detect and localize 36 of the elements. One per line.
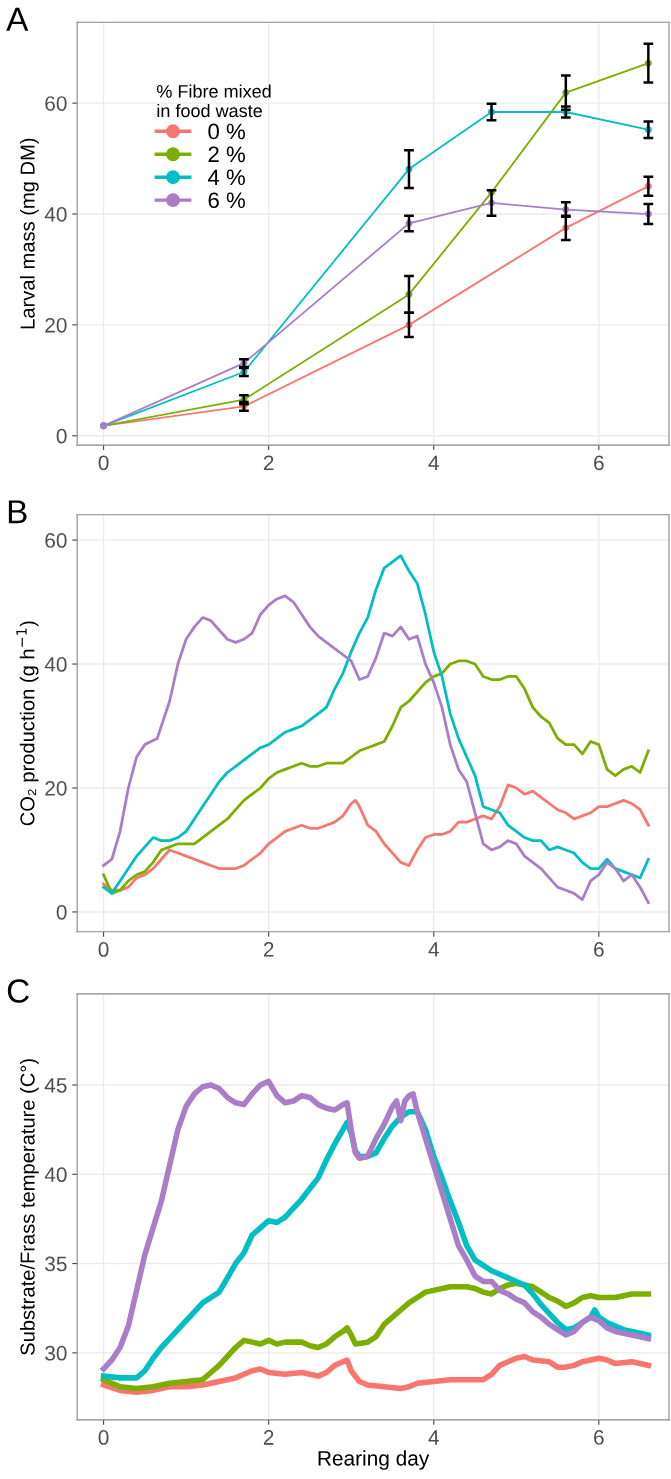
chart-title: C [7, 979, 29, 1003]
legend-title: % Fibre mixed in food waste [156, 84, 271, 118]
y-tick-label: 40 [44, 1167, 67, 1183]
y-tick-label: 60 [45, 533, 67, 548]
x-tick-label: 2 [263, 1430, 274, 1445]
chart-title: A [6, 7, 29, 31]
legend-label: 2 % [208, 146, 245, 163]
chart-title: B [8, 500, 27, 524]
y-tick-label: 0 [56, 428, 67, 444]
legend-label: 6 % [208, 192, 245, 209]
x-tick-label: 6 [594, 455, 604, 471]
x-axis-title: Rearing day [318, 1450, 430, 1470]
x-tick-label: 6 [594, 1430, 604, 1445]
y-tick-label: 30 [45, 1345, 67, 1361]
x-tick-label: 2 [263, 942, 274, 957]
y-axis-title: CO₂ production (g h$^{−1}$) [16, 621, 39, 826]
x-tick-label: 0 [98, 455, 109, 471]
y-axis-title: Larval mass (mg DM) [19, 138, 39, 329]
x-tick-label: 0 [98, 942, 109, 957]
legend-label: 4 % [207, 169, 245, 186]
x-tick-label: 4 [428, 1430, 439, 1445]
y-tick-label: 60 [45, 96, 67, 111]
y-tick-label: 0 [56, 904, 67, 920]
x-tick-label: 4 [428, 942, 439, 957]
y-tick-label: 20 [45, 780, 67, 796]
x-tick-label: 2 [263, 455, 274, 470]
x-tick-label: 6 [594, 942, 604, 957]
x-tick-label: 4 [428, 455, 439, 470]
y-axis-title: Substrate/Frass temperature (C°) [19, 1059, 39, 1355]
y-tick-label: 45 [44, 1078, 67, 1093]
legend-label: 0 % [208, 123, 245, 140]
y-tick-label: 40 [44, 657, 67, 672]
x-tick-label: 0 [98, 1430, 109, 1445]
y-tick-label: 35 [45, 1256, 67, 1272]
y-tick-label: 20 [45, 317, 67, 333]
y-tick-label: 40 [44, 207, 67, 222]
